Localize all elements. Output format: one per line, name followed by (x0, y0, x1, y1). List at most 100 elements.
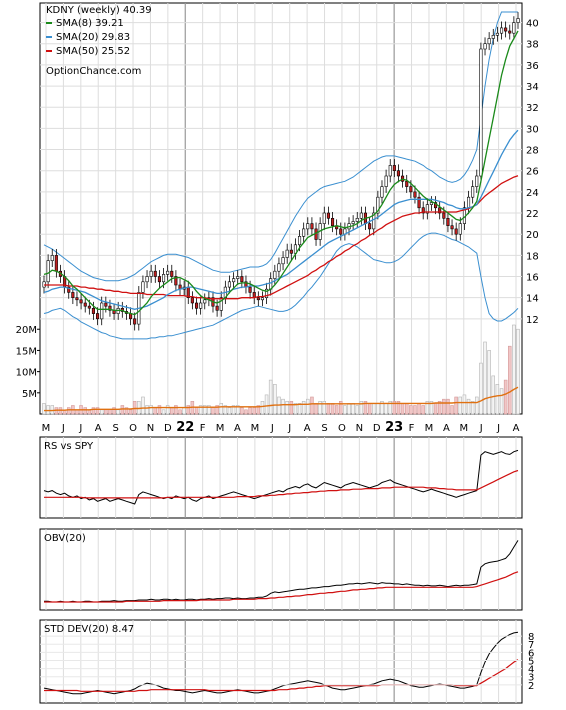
volume-bar (285, 400, 289, 415)
volume-bar (236, 405, 240, 415)
x-tick-label: A (234, 423, 241, 434)
x-tick-label: M (425, 423, 434, 434)
candle-body (157, 276, 161, 283)
volume-bar (347, 403, 351, 415)
volume-bar (446, 398, 450, 415)
volume-bar (260, 400, 265, 415)
volume-bar (413, 405, 417, 415)
candle-body (442, 212, 446, 219)
std-dev-title: STD DEV(20) 8.47 (44, 624, 134, 635)
candle-body (512, 22, 516, 34)
volume-bar (314, 403, 318, 415)
x-tick-label: A (513, 423, 520, 434)
volume-bar (170, 407, 174, 415)
std-dev-tick-label: 4 (528, 665, 534, 676)
candle-body (199, 302, 203, 309)
legend-swatch (46, 36, 52, 38)
candle-body (264, 288, 269, 299)
volume-bar (425, 400, 430, 415)
candle-body (203, 299, 207, 304)
x-tick-label: M (216, 423, 225, 434)
volume-bar (487, 350, 491, 415)
candle-body (425, 204, 429, 214)
volume-bar (289, 400, 294, 415)
candle-body (413, 191, 417, 198)
candle-body (260, 297, 265, 301)
candle-body (446, 218, 450, 227)
candle-body (277, 263, 281, 272)
candle-body (499, 27, 504, 34)
volume-bar (310, 396, 314, 415)
volume-bar (326, 403, 331, 415)
watermark-text: OptionChance.com (46, 66, 141, 77)
legend-swatch (46, 50, 52, 52)
volume-bar (42, 403, 46, 415)
volume-bar (256, 405, 261, 415)
candle-body (289, 249, 293, 254)
price-tick-label: 32 (526, 103, 539, 114)
candle-body (248, 286, 252, 293)
candle-body (322, 212, 326, 224)
candle-body (384, 175, 388, 187)
volume-bar (363, 400, 368, 415)
candle-body (133, 318, 137, 325)
volume-bar (137, 400, 141, 415)
volume-bar (474, 396, 479, 415)
volume-bar (355, 405, 359, 415)
candle-body (162, 274, 166, 283)
x-tick-label: D (373, 423, 381, 434)
price-tick-label: 26 (526, 167, 539, 178)
legend-label: SMA(8) 39.21 (56, 18, 124, 29)
price-title: KDNY (weekly) 40.39 (46, 5, 152, 16)
rs-vs-spy-line (43, 449, 519, 505)
volume-bar (388, 400, 392, 415)
volume-bar (240, 407, 244, 415)
volume-bar (454, 396, 458, 415)
price-tick-label: 30 (526, 124, 539, 135)
candle-body (405, 181, 409, 187)
volume-tick-label: 5M (22, 389, 37, 400)
volume-bar (124, 407, 129, 415)
volume-average-line (44, 386, 519, 412)
candle-body (438, 207, 442, 214)
volume-bar (120, 405, 125, 415)
candle-body (71, 292, 75, 298)
volume-bar (417, 403, 421, 415)
candle-body (219, 297, 223, 311)
volume-bar (516, 328, 520, 415)
volume-bar (450, 405, 454, 415)
candle-body (409, 186, 413, 193)
std-dev-tick-label: 2 (528, 681, 534, 692)
candle-body (368, 223, 372, 230)
x-tick-label: A (443, 423, 450, 434)
volume-bar (330, 403, 335, 415)
candle-body (491, 34, 495, 39)
price-tick-label: 28 (526, 146, 539, 157)
candle-body (149, 270, 153, 277)
volume-bar (409, 405, 413, 415)
candle-body (215, 305, 219, 311)
obv-line (44, 540, 519, 603)
candle-body (330, 218, 335, 227)
x-tick-label: N (356, 423, 363, 434)
legend-label: SMA(50) 25.52 (56, 46, 130, 57)
candle-body (273, 270, 277, 279)
candle-body (79, 299, 83, 304)
volume-bar (219, 403, 224, 415)
volume-bar (437, 400, 442, 415)
volume-bar (194, 407, 199, 415)
volume-bar (67, 407, 71, 415)
candle-body (310, 223, 314, 230)
candle-body (67, 286, 71, 293)
candle-body (417, 196, 421, 209)
x-tick-label: J (287, 423, 291, 434)
candle-body (236, 276, 240, 279)
x-tick-label: D (164, 423, 172, 434)
price-tick-label: 34 (526, 82, 539, 93)
volume-bar (165, 405, 170, 415)
candle-body (170, 270, 174, 277)
volume-bar (95, 407, 100, 415)
volume-bar (322, 400, 326, 415)
volume-bar (495, 383, 500, 415)
volume-bar (483, 341, 487, 415)
